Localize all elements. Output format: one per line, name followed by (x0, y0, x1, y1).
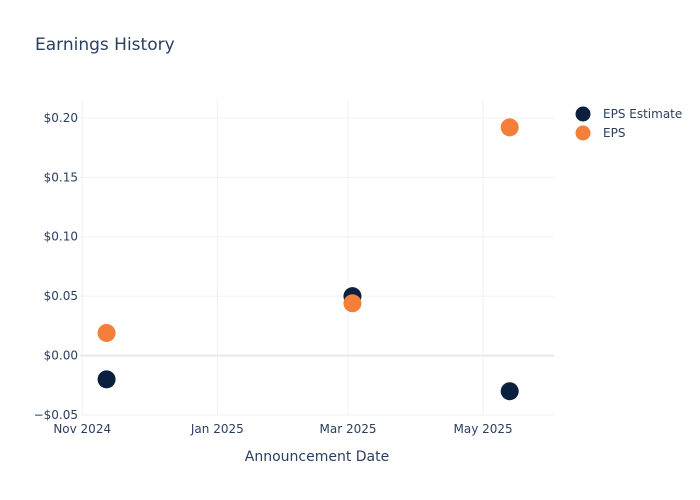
y-axis-ticks: −$0.05 $0.00 $0.05 $0.10 $0.15 $0.20 (34, 111, 78, 422)
y-tick-label: $0.15 (44, 170, 78, 184)
x-axis-ticks: Nov 2024 Jan 2025 Mar 2025 May 2025 (53, 422, 512, 436)
chart-title: Earnings History (35, 35, 175, 55)
x-axis-label: Announcement Date (245, 449, 389, 465)
x-tick-label: Mar 2025 (320, 422, 377, 436)
x-tick-label: Jan 2025 (190, 422, 244, 436)
y-tick-label: $0.20 (44, 111, 78, 125)
eps-estimate-point[interactable] (97, 370, 116, 389)
eps-point[interactable] (97, 323, 116, 342)
x-tick-label: May 2025 (454, 422, 513, 436)
legend-marker (575, 106, 591, 122)
y-tick-label: $0.00 (44, 349, 78, 363)
legend-label: EPS Estimate (603, 107, 682, 121)
eps-estimate-point[interactable] (500, 382, 519, 401)
eps-point[interactable] (500, 118, 519, 137)
eps-point[interactable] (343, 294, 362, 313)
y-tick-label: $0.05 (44, 289, 78, 303)
x-tick-label: Nov 2024 (53, 422, 111, 436)
legend-item-eps-estimate[interactable]: EPS Estimate (575, 106, 683, 122)
data-points (97, 118, 519, 401)
legend-item-eps[interactable]: EPS (575, 125, 626, 141)
legend-marker (575, 125, 591, 141)
legend-label: EPS (603, 126, 625, 140)
legend[interactable]: EPS Estimate EPS (575, 106, 683, 141)
grid (80, 100, 554, 416)
y-tick-label: −$0.05 (34, 408, 78, 422)
y-tick-label: $0.10 (44, 230, 78, 244)
